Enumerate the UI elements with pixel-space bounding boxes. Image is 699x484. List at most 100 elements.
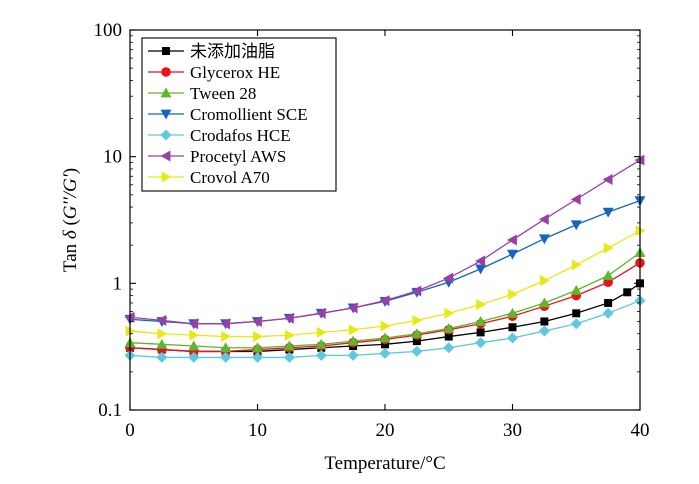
data-point (252, 351, 263, 363)
y-tick-label: 1 (113, 273, 123, 294)
data-point (538, 325, 550, 337)
series-3 (124, 196, 646, 330)
data-point (507, 332, 518, 344)
data-point (379, 295, 390, 307)
data-point (283, 312, 294, 324)
data-point (253, 331, 263, 343)
data-point (602, 270, 614, 281)
legend-label: Crovol A70 (190, 168, 270, 187)
series-4 (124, 295, 646, 363)
data-point (540, 317, 549, 326)
data-point (252, 315, 262, 327)
series-6 (125, 225, 646, 343)
data-point (604, 298, 613, 307)
legend-label: Glycerox HE (190, 63, 280, 82)
legend-marker (160, 109, 172, 120)
data-point (316, 326, 327, 338)
data-point (539, 275, 550, 287)
data-point (188, 351, 200, 363)
data-point (475, 337, 487, 349)
data-point (379, 347, 391, 359)
y-axis-title-part: G''/G' (60, 173, 81, 219)
data-point (443, 342, 455, 354)
data-point (189, 329, 200, 341)
data-point (221, 331, 232, 343)
data-point (156, 351, 168, 363)
series-layer (124, 154, 646, 363)
y-axis-title-part: δ (60, 229, 81, 239)
data-point (156, 314, 167, 326)
data-point (188, 318, 199, 330)
data-point (379, 332, 391, 343)
series-line (129, 230, 641, 338)
x-tick-label: 20 (376, 420, 395, 441)
series-2 (124, 247, 646, 353)
data-point (157, 328, 168, 340)
data-point (411, 345, 423, 357)
legend-marker (161, 171, 172, 183)
data-point (475, 315, 487, 326)
data-point (507, 307, 518, 318)
data-point (347, 335, 359, 346)
data-point (538, 297, 550, 308)
data-point (380, 320, 391, 332)
data-point (538, 234, 550, 245)
data-point (411, 328, 423, 339)
data-point (411, 285, 422, 297)
legend-marker (160, 150, 171, 162)
legend-label: Procetyl AWS (190, 147, 286, 166)
legend-marker (161, 67, 171, 77)
legend-label: Cromollient SCE (190, 105, 308, 124)
data-point (475, 264, 487, 275)
data-point (476, 328, 485, 337)
x-axis-title: Temperature/°C (324, 453, 445, 474)
data-point (283, 340, 295, 351)
data-point (602, 174, 613, 186)
x-tick-label: 10 (248, 420, 267, 441)
data-point (602, 307, 614, 319)
x-tick-label: 40 (631, 420, 650, 441)
data-point (570, 318, 582, 330)
x-tick-label: 30 (503, 420, 522, 441)
data-point (156, 338, 168, 349)
legend-label: 未添加油脂 (190, 42, 275, 61)
y-tick-label: 0.1 (98, 400, 122, 421)
data-point (475, 255, 486, 267)
data-point (443, 322, 455, 333)
data-point (538, 213, 549, 225)
axis-layer: 0 10 20 30 40 0.1 1 10 100 (94, 20, 650, 441)
data-point (572, 309, 581, 318)
y-axis-title-part: ) (60, 168, 81, 174)
legend-marker (160, 129, 172, 141)
data-point (444, 332, 453, 341)
data-point (444, 307, 455, 319)
data-point (315, 338, 327, 349)
data-point (570, 284, 582, 295)
data-point (602, 207, 614, 218)
data-point (220, 342, 232, 353)
y-axis-title: Tan δ (G''/G') (60, 168, 81, 272)
data-point (347, 349, 359, 361)
data-point (507, 234, 517, 246)
data-point (188, 340, 200, 351)
data-point (283, 351, 295, 363)
data-point (508, 323, 517, 332)
data-point (252, 342, 263, 353)
data-point (507, 249, 518, 260)
data-point (570, 220, 582, 231)
legend-marker (160, 87, 172, 98)
data-point (315, 349, 327, 361)
legend-label: Crodafos HCE (190, 126, 291, 145)
legend: 未添加油脂 Glycerox HE Tween 28 Cromollient SCE C… (141, 37, 337, 192)
data-point (284, 329, 295, 341)
legend-marker (162, 47, 170, 55)
data-point (347, 302, 358, 314)
data-point (443, 272, 454, 284)
data-point (412, 337, 421, 346)
data-point (570, 193, 581, 205)
data-point (571, 259, 582, 271)
y-tick-label: 100 (94, 20, 123, 41)
data-point (476, 299, 487, 311)
y-axis-title-part: Tan (60, 239, 81, 272)
